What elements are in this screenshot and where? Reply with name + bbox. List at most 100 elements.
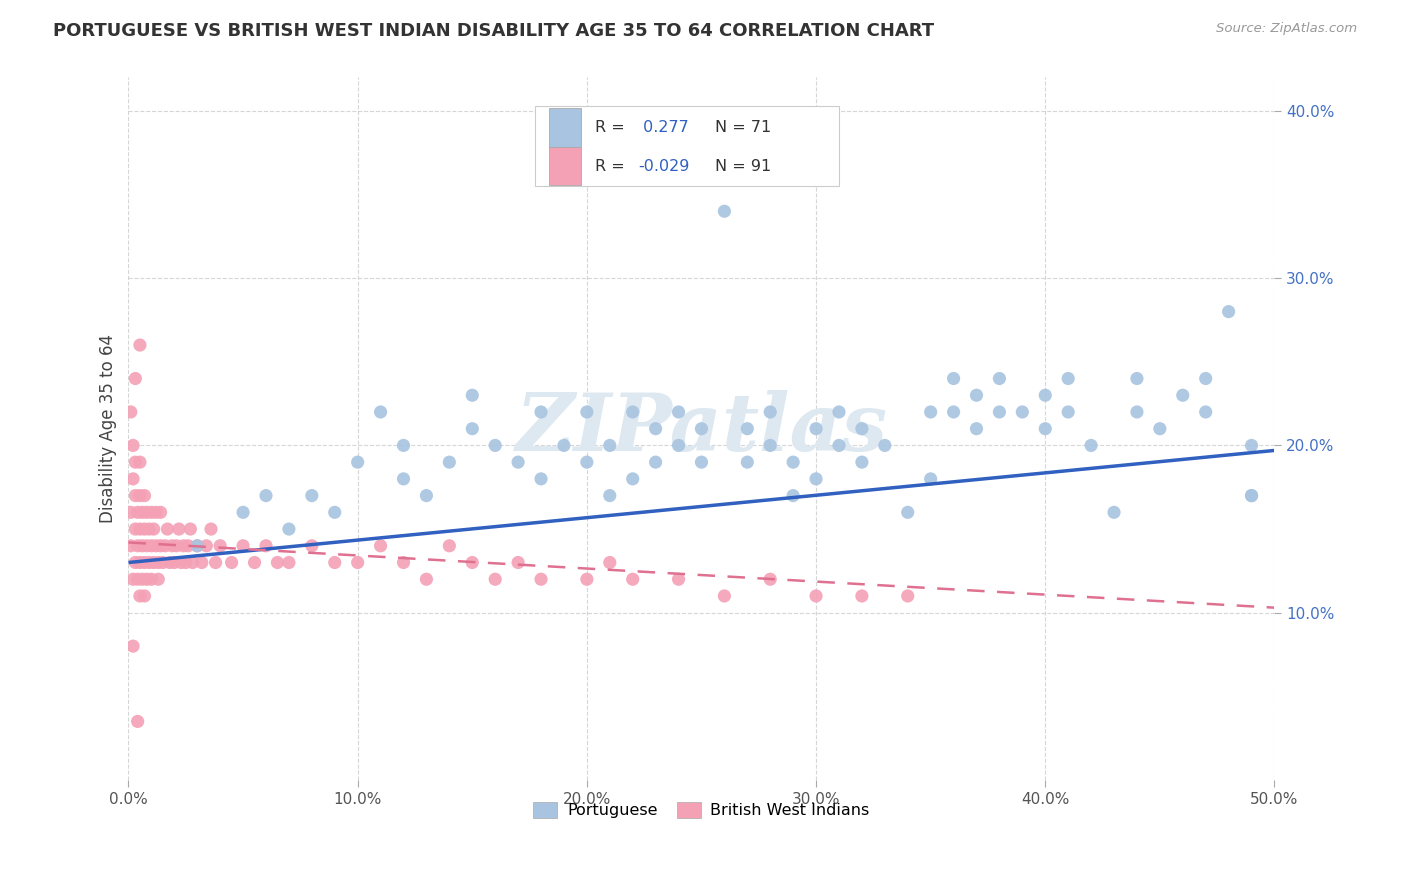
Point: [200, 522, 222, 536]
Point: [142, 556, 165, 570]
Point: [129, 338, 152, 352]
Point: [828, 438, 851, 452]
Point: [127, 714, 149, 729]
Point: [124, 489, 146, 503]
Point: [129, 489, 152, 503]
Point: [621, 572, 644, 586]
Point: [575, 572, 598, 586]
Point: [942, 405, 965, 419]
Point: [167, 522, 190, 536]
Point: [530, 572, 553, 586]
Point: [138, 556, 160, 570]
Bar: [536, 105, 839, 186]
Point: [232, 505, 254, 519]
Point: [392, 438, 415, 452]
Point: [152, 556, 174, 570]
Legend: Portuguese, British West Indians: Portuguese, British West Indians: [527, 796, 876, 825]
Point: [851, 422, 873, 436]
Point: [131, 572, 153, 586]
Point: [323, 556, 346, 570]
Point: [138, 522, 160, 536]
Point: [149, 505, 172, 519]
Text: R =: R =: [595, 159, 630, 174]
Point: [804, 589, 827, 603]
Point: [668, 405, 690, 419]
Point: [195, 539, 218, 553]
Point: [668, 572, 690, 586]
Text: ZIPatlas: ZIPatlas: [516, 390, 887, 467]
Point: [141, 572, 163, 586]
Point: [124, 556, 146, 570]
Point: [148, 572, 170, 586]
Point: [204, 556, 226, 570]
Text: Source: ZipAtlas.com: Source: ZipAtlas.com: [1216, 22, 1357, 36]
Point: [370, 405, 392, 419]
Point: [135, 505, 157, 519]
Bar: [550, 147, 581, 186]
Point: [172, 539, 194, 553]
Point: [782, 455, 804, 469]
Point: [920, 405, 942, 419]
Point: [266, 556, 288, 570]
Point: [1126, 371, 1149, 385]
Point: [145, 505, 167, 519]
Point: [621, 472, 644, 486]
Point: [988, 371, 1011, 385]
Point: [148, 556, 170, 570]
Point: [177, 539, 200, 553]
Point: [127, 539, 149, 553]
Point: [131, 539, 153, 553]
Point: [191, 556, 214, 570]
Point: [920, 472, 942, 486]
Text: PORTUGUESE VS BRITISH WEST INDIAN DISABILITY AGE 35 TO 64 CORRELATION CHART: PORTUGUESE VS BRITISH WEST INDIAN DISABI…: [53, 22, 935, 40]
Point: [124, 371, 146, 385]
Point: [134, 489, 156, 503]
Point: [124, 455, 146, 469]
Point: [553, 438, 575, 452]
Point: [1102, 505, 1125, 519]
Point: [1149, 422, 1171, 436]
Point: [644, 422, 666, 436]
Point: [644, 455, 666, 469]
Point: [129, 556, 152, 570]
Point: [439, 455, 461, 469]
Point: [1033, 388, 1056, 402]
Point: [530, 472, 553, 486]
Point: [160, 539, 183, 553]
Point: [370, 539, 392, 553]
Point: [782, 489, 804, 503]
Bar: [550, 108, 581, 146]
Point: [713, 589, 735, 603]
Point: [599, 556, 621, 570]
Point: [530, 405, 553, 419]
Point: [346, 556, 368, 570]
Point: [737, 422, 759, 436]
Text: -0.029: -0.029: [638, 159, 690, 174]
Point: [122, 572, 145, 586]
Point: [828, 405, 851, 419]
Point: [149, 539, 172, 553]
Point: [301, 489, 323, 503]
Point: [122, 639, 145, 653]
Point: [243, 556, 266, 570]
Point: [129, 589, 152, 603]
Point: [1195, 405, 1218, 419]
Point: [1218, 304, 1240, 318]
Point: [166, 539, 188, 553]
Point: [120, 505, 142, 519]
Point: [1195, 371, 1218, 385]
Text: N = 91: N = 91: [716, 159, 772, 174]
Point: [599, 489, 621, 503]
Point: [134, 589, 156, 603]
Point: [346, 455, 368, 469]
Point: [277, 522, 299, 536]
Point: [135, 572, 157, 586]
Point: [141, 505, 163, 519]
Point: [134, 522, 156, 536]
Point: [506, 556, 529, 570]
Point: [759, 405, 782, 419]
Point: [129, 522, 152, 536]
Point: [392, 556, 415, 570]
Point: [163, 556, 186, 570]
Point: [221, 556, 243, 570]
